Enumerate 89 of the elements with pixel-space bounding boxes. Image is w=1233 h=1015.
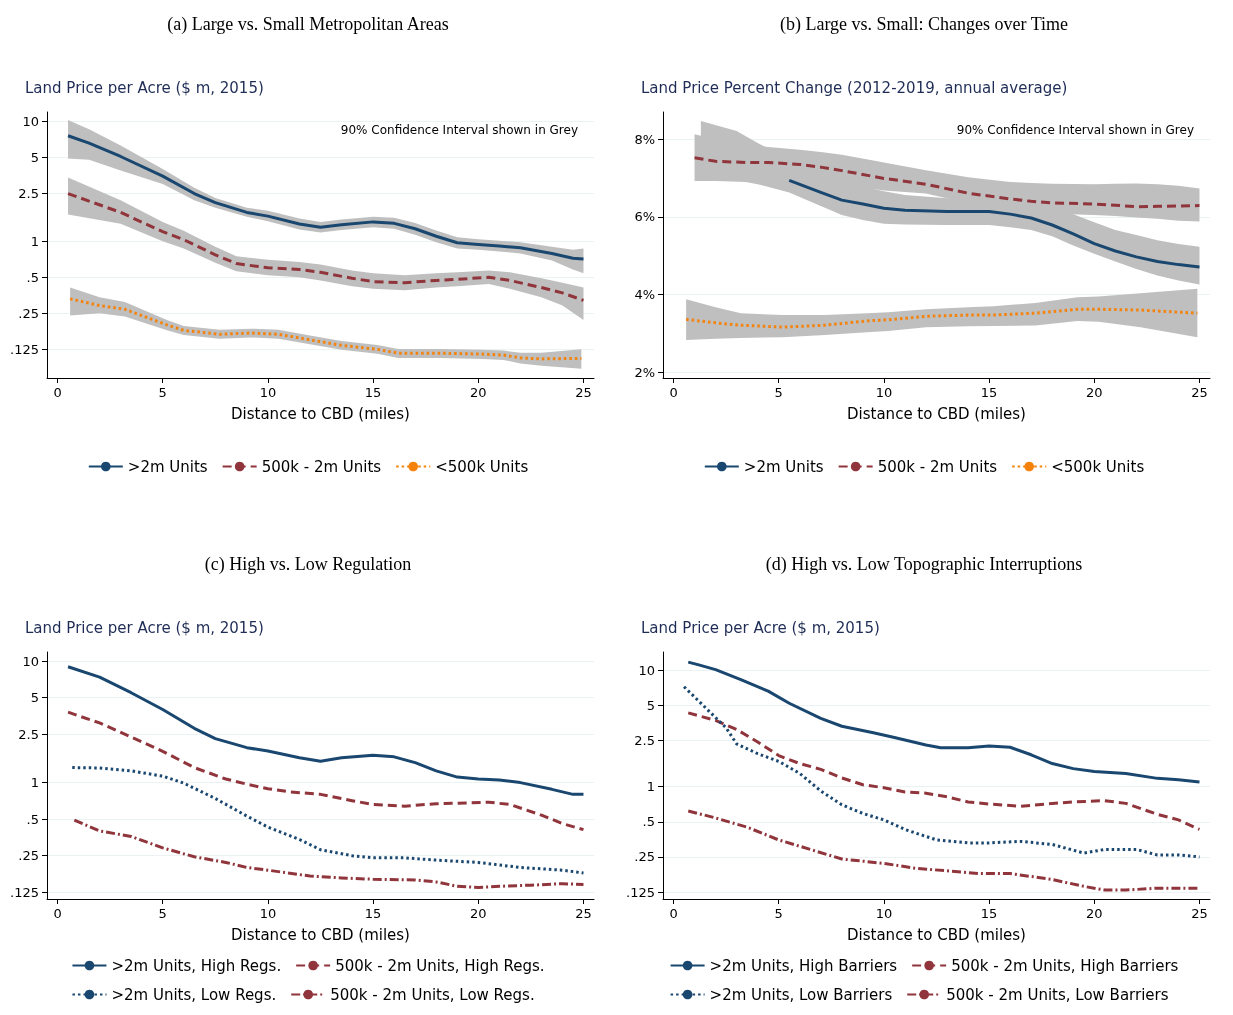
- x-axis-title: Distance to CBD (miles): [847, 925, 1026, 944]
- annotation: 90% Confidence Interval shown in Grey: [340, 123, 579, 137]
- y-tick-label: 4%: [634, 287, 655, 303]
- y-tick-label: 2%: [634, 364, 655, 380]
- x-axis-title: Distance to CBD (miles): [231, 925, 410, 944]
- x-tick-label: 0: [669, 385, 678, 400]
- y-axis-title: Land Price per Acre ($ m, 2015): [25, 618, 264, 637]
- x-tick-label: 10: [259, 385, 277, 400]
- x-tick-label: 25: [1191, 385, 1208, 400]
- line-series: [693, 156, 1201, 209]
- y-tick-label: .5: [642, 814, 655, 830]
- y-tick-label: 2.5: [18, 726, 39, 742]
- chart-title: (d) High vs. Low Topographic Interruptions: [765, 554, 1083, 575]
- y-axis-title: Land Price per Acre ($ m, 2015): [25, 78, 264, 97]
- chart-title: (c) High vs. Low Regulation: [204, 554, 412, 575]
- y-axis-title: Land Price per Acre ($ m, 2015): [641, 618, 880, 637]
- y-tick-label: .25: [18, 305, 39, 321]
- x-tick-label: 15: [980, 385, 998, 400]
- x-tick-label: 5: [158, 906, 167, 921]
- x-tick-label: 15: [364, 906, 382, 921]
- y-tick-label: 2.5: [18, 186, 39, 202]
- x-axis-title: Distance to CBD (miles): [847, 404, 1026, 423]
- y-tick-label: 1: [30, 775, 39, 791]
- line-series: [787, 178, 1201, 269]
- x-tick-label: 20: [470, 906, 487, 921]
- line-series: [682, 685, 1201, 859]
- legend-label: 500k - 2m Units, Low Regs.: [330, 985, 535, 1004]
- y-tick-label: .125: [10, 341, 39, 357]
- line-series: [686, 660, 1201, 784]
- y-tick-label: .25: [18, 848, 39, 864]
- x-tick-label: 10: [875, 906, 893, 921]
- legend-label: >2m Units, Low Regs.: [111, 985, 277, 1004]
- legend-label: >2m Units, High Barriers: [709, 956, 898, 975]
- y-tick-label: 8%: [634, 131, 655, 147]
- y-axis-title: Land Price Percent Change (2012-2019, annual average): [641, 78, 1068, 97]
- y-tick-label: 5: [30, 690, 39, 706]
- x-tick-label: 25: [1191, 906, 1208, 921]
- chart-title: (b) Large vs. Small: Changes over Time: [779, 14, 1069, 35]
- legend-label: 500k - 2m Units, High Barriers: [951, 956, 1179, 975]
- legend-label: 500k - 2m Units, Low Barriers: [946, 985, 1169, 1004]
- legend-label: <500k Units: [435, 457, 529, 476]
- y-tick-label: .125: [626, 884, 655, 900]
- x-tick-label: 20: [470, 385, 487, 400]
- y-tick-label: 10: [22, 653, 39, 669]
- y-tick-label: 5: [646, 697, 655, 713]
- y-tick-label: .5: [26, 269, 39, 285]
- chart-title: (a) Large vs. Small Metropolitan Areas: [167, 14, 449, 35]
- legend-label: 500k - 2m Units: [261, 457, 382, 476]
- y-tick-label: 6%: [634, 209, 655, 225]
- x-tick-label: 5: [774, 906, 783, 921]
- legend-label: >2m Units: [743, 457, 824, 476]
- y-tick-label: 1: [30, 233, 39, 249]
- x-tick-label: 25: [575, 385, 592, 400]
- legend-label: <500k Units: [1051, 457, 1145, 476]
- legend-label: >2m Units: [127, 457, 208, 476]
- y-tick-label: 10: [22, 113, 39, 129]
- legend-label: 500k - 2m Units: [877, 457, 998, 476]
- y-tick-label: .125: [10, 884, 39, 900]
- line-series: [70, 766, 585, 875]
- x-tick-label: 5: [158, 385, 167, 400]
- line-series: [66, 710, 585, 832]
- legend-label: >2m Units, High Regs.: [111, 956, 282, 975]
- line-series: [66, 665, 585, 796]
- y-tick-label: .5: [26, 811, 39, 827]
- y-tick-label: 2.5: [634, 732, 655, 748]
- x-tick-label: 15: [364, 385, 382, 400]
- line-series: [686, 711, 1201, 831]
- y-tick-label: .25: [634, 849, 655, 865]
- x-tick-label: 10: [875, 385, 893, 400]
- line-series: [72, 818, 585, 889]
- x-tick-label: 5: [774, 385, 783, 400]
- x-tick-label: 25: [575, 906, 592, 921]
- y-tick-label: 1: [646, 779, 655, 795]
- x-tick-label: 0: [53, 906, 62, 921]
- line-series: [66, 192, 585, 302]
- y-tick-label: 10: [638, 662, 655, 678]
- legend-label: 500k - 2m Units, High Regs.: [335, 956, 545, 975]
- line-series: [684, 307, 1199, 329]
- x-axis-title: Distance to CBD (miles): [231, 404, 410, 423]
- x-tick-label: 20: [1086, 906, 1103, 921]
- x-tick-label: 15: [980, 906, 998, 921]
- x-tick-label: 0: [669, 906, 678, 921]
- x-tick-label: 0: [53, 385, 62, 400]
- x-tick-label: 10: [259, 906, 277, 921]
- x-tick-label: 20: [1086, 385, 1103, 400]
- annotation: 90% Confidence Interval shown in Grey: [956, 123, 1195, 137]
- legend-label: >2m Units, Low Barriers: [709, 985, 893, 1004]
- y-tick-label: 5: [30, 150, 39, 166]
- line-series: [68, 297, 583, 361]
